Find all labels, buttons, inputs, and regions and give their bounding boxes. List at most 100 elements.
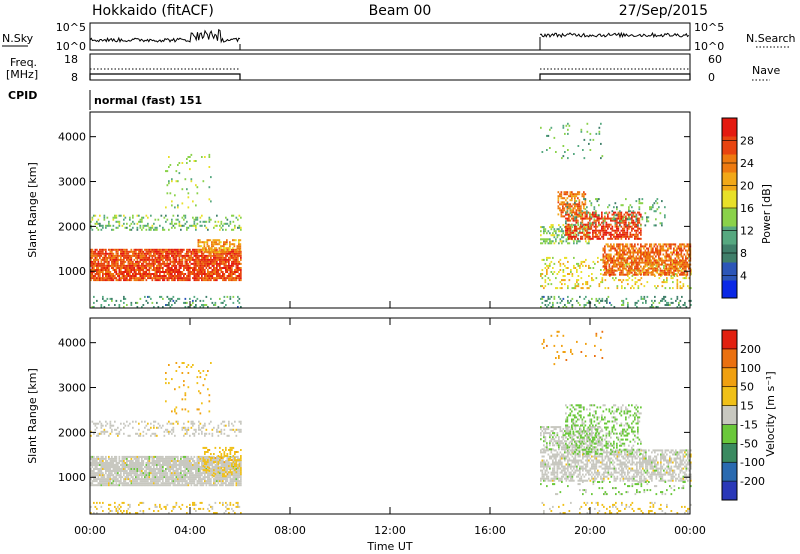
data-cell xyxy=(627,275,629,277)
data-cell xyxy=(238,247,240,250)
data-cell xyxy=(103,264,106,267)
data-cell xyxy=(213,258,215,261)
data-cell xyxy=(631,214,633,217)
data-cell xyxy=(207,269,209,271)
data-cell xyxy=(577,227,579,230)
data-cell xyxy=(154,267,157,269)
data-cell xyxy=(238,250,241,253)
data-cell xyxy=(147,295,149,298)
data-cell xyxy=(129,264,131,267)
data-cell xyxy=(124,455,127,458)
data-cell xyxy=(139,256,142,259)
data-cell xyxy=(575,235,578,238)
data-cell xyxy=(226,241,228,244)
data-cell xyxy=(583,297,586,300)
data-cell xyxy=(193,260,196,263)
data-cell xyxy=(659,251,662,254)
data-cell xyxy=(189,168,191,171)
data-cell xyxy=(130,258,133,261)
data-cell xyxy=(562,124,565,127)
data-cell xyxy=(206,243,209,246)
data-cell xyxy=(541,242,544,245)
data-cell xyxy=(231,252,233,255)
data-cell xyxy=(613,219,615,222)
data-cell xyxy=(132,470,134,472)
data-cell xyxy=(617,221,620,224)
data-cell xyxy=(220,260,223,263)
data-cell xyxy=(203,249,206,252)
data-cell xyxy=(154,271,157,273)
data-cell xyxy=(189,224,191,227)
data-cell xyxy=(607,223,609,226)
data-cell xyxy=(214,512,217,514)
data-cell xyxy=(632,253,635,256)
data-cell xyxy=(599,231,602,234)
data-cell xyxy=(100,478,103,481)
data-cell xyxy=(171,464,173,466)
data-cell xyxy=(592,231,594,234)
data-cell xyxy=(577,213,579,216)
data-cell xyxy=(123,262,125,265)
data-cell xyxy=(114,258,116,261)
data-cell xyxy=(655,247,657,250)
data-cell xyxy=(239,245,242,248)
data-cell xyxy=(115,250,118,253)
data-cell xyxy=(124,468,127,470)
data-cell xyxy=(610,235,612,238)
data-cell xyxy=(123,470,125,472)
data-cell xyxy=(626,253,629,256)
data-cell xyxy=(238,275,241,277)
data-cell xyxy=(174,273,176,275)
data-cell xyxy=(168,254,170,257)
data-cell xyxy=(174,277,176,280)
data-cell xyxy=(135,279,137,282)
data-cell xyxy=(114,455,116,458)
data-cell xyxy=(642,297,644,300)
data-cell xyxy=(109,460,112,462)
data-cell xyxy=(583,232,586,235)
data-cell xyxy=(114,216,116,219)
data-cell xyxy=(171,267,173,269)
data-cell xyxy=(225,258,227,261)
data-cell xyxy=(546,269,548,271)
data-cell xyxy=(238,254,241,257)
data-cell xyxy=(589,217,591,220)
data-cell xyxy=(217,252,220,255)
data-cell xyxy=(577,191,579,194)
data-cell xyxy=(165,484,167,487)
data-cell xyxy=(637,285,640,288)
data-cell xyxy=(102,273,104,275)
data-cell xyxy=(180,258,182,261)
data-cell xyxy=(600,299,602,302)
data-cell xyxy=(650,261,653,264)
data-cell xyxy=(171,466,173,468)
data-cell xyxy=(139,468,142,470)
data-cell xyxy=(144,248,146,251)
data-cell xyxy=(626,269,629,272)
data-cell xyxy=(193,269,196,271)
data-cell xyxy=(169,474,172,477)
data-cell xyxy=(178,460,181,462)
data-cell xyxy=(93,295,95,298)
data-cell xyxy=(103,306,106,308)
data-cell xyxy=(165,470,167,472)
data-cell xyxy=(205,226,208,229)
data-cell xyxy=(130,468,133,470)
data-cell xyxy=(561,230,563,233)
data-cell xyxy=(578,193,581,196)
data-cell xyxy=(151,269,154,271)
data-cell xyxy=(229,249,231,252)
data-cell xyxy=(565,212,567,215)
data-cell xyxy=(661,247,663,250)
data-cell xyxy=(123,460,125,462)
data-cell xyxy=(199,267,202,269)
data-cell xyxy=(204,275,206,277)
data-cell xyxy=(231,273,233,275)
data-cell xyxy=(616,253,618,256)
data-cell xyxy=(240,271,242,273)
data-cell xyxy=(90,224,92,227)
data-cell xyxy=(659,271,662,274)
data-cell xyxy=(226,267,229,269)
data-cell xyxy=(238,269,241,271)
data-cell xyxy=(577,197,579,200)
